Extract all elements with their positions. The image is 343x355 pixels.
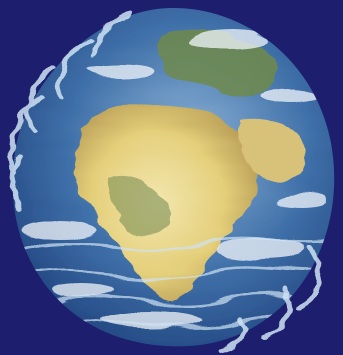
africa-landmass (74, 103, 259, 301)
arabia-landmass (240, 118, 307, 186)
clouds (22, 30, 325, 329)
green-patch (108, 176, 171, 234)
outer-ripple-arcs (8, 11, 322, 353)
